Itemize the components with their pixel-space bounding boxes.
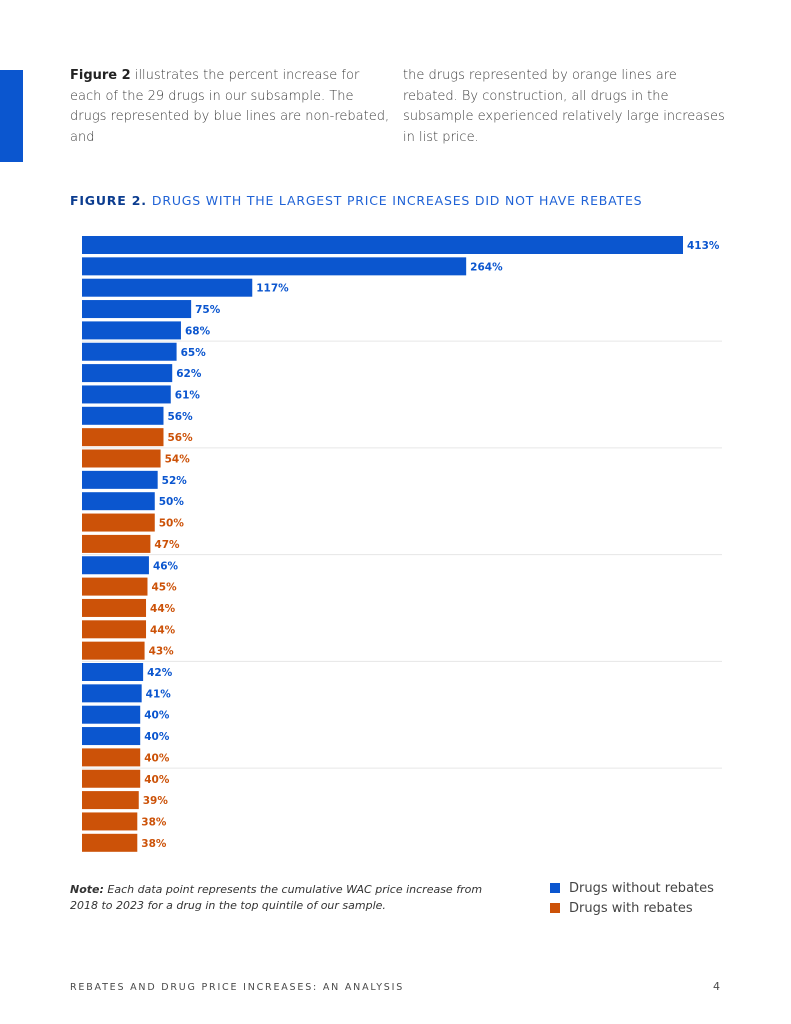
legend-label-with-rebates: Drugs with rebates	[569, 900, 693, 916]
bar-without-rebates	[82, 492, 155, 511]
bar-with-rebates	[82, 641, 145, 660]
bar-value-label: 50%	[159, 496, 185, 508]
bar-value-label: 56%	[167, 432, 193, 444]
bar-value-label: 42%	[147, 667, 173, 679]
bar-without-rebates	[82, 278, 253, 297]
bar-value-label: 40%	[144, 774, 170, 786]
chart-note: Note: Each data point represents the cum…	[70, 882, 490, 914]
bar-value-label: 40%	[144, 752, 170, 764]
legend-item-without-rebates: Drugs without rebates	[550, 878, 714, 898]
bar-value-label: 40%	[144, 731, 170, 743]
note-text: Each data point represents the cumulativ…	[70, 883, 483, 912]
bar-with-rebates	[82, 577, 148, 596]
bar-with-rebates	[82, 748, 141, 767]
bar-with-rebates	[82, 791, 139, 810]
bar-with-rebates	[82, 769, 141, 788]
bar-value-label: 75%	[195, 304, 221, 316]
bar-without-rebates	[82, 321, 181, 340]
bar-without-rebates	[82, 385, 171, 404]
bar-without-rebates	[82, 406, 164, 425]
bar-without-rebates	[82, 364, 173, 383]
bar-with-rebates	[82, 598, 147, 617]
bar-value-label: 41%	[146, 688, 172, 700]
figure-number: FIGURE 2.	[70, 193, 147, 208]
bar-without-rebates	[82, 470, 158, 489]
bar-value-label: 68%	[185, 325, 211, 337]
bar-without-rebates	[82, 257, 467, 276]
grid-lines	[82, 340, 722, 769]
legend-label-without-rebates: Drugs without rebates	[569, 880, 714, 896]
figure-title: FIGURE 2. DRUGS WITH THE LARGEST PRICE I…	[70, 193, 642, 208]
bar-without-rebates	[82, 342, 177, 361]
bar-value-label: 40%	[144, 710, 170, 722]
intro-paragraph-right: the drugs represented by orange lines ar…	[403, 68, 725, 145]
page-number: 4	[713, 980, 720, 993]
bars	[82, 236, 683, 852]
page-footer: REBATES AND DRUG PRICE INCREASES: AN ANA…	[70, 982, 405, 993]
bar-value-label: 44%	[150, 624, 176, 636]
bar-value-label: 264%	[470, 261, 503, 273]
figure-title-text: DRUGS WITH THE LARGEST PRICE INCREASES D…	[151, 193, 643, 208]
bar-without-rebates	[82, 705, 141, 724]
legend-swatch-blue	[550, 883, 560, 893]
bar-value-label: 65%	[181, 347, 207, 359]
bar-with-rebates	[82, 812, 138, 831]
bar-value-label: 46%	[153, 560, 179, 572]
bar-with-rebates	[82, 620, 147, 639]
bar-value-label: 117%	[256, 283, 289, 295]
bar-value-label: 50%	[159, 518, 185, 530]
bar-value-label: 38%	[141, 816, 167, 828]
bar-without-rebates	[82, 684, 142, 703]
note-label: Note:	[70, 883, 104, 896]
bar-value-label: 43%	[149, 646, 175, 658]
bar-with-rebates	[82, 833, 138, 852]
data-labels: 413% 264% 117% 75% 68% 65% 62% 61% 56% 56% 54% 52% 5…	[141, 240, 720, 850]
legend-swatch-orange	[550, 903, 560, 913]
bar-value-label: 44%	[150, 603, 176, 615]
bar-with-rebates	[82, 513, 155, 532]
bar-without-rebates	[82, 727, 141, 746]
bar-value-label: 413%	[687, 240, 720, 252]
bar-value-label: 45%	[151, 582, 177, 594]
bar-chart: 413% 264% 117% 75% 68% 65% 62% 61% 56% 56% 54% 52% 5…	[82, 236, 722, 852]
intro-paragraph-left: Figure 2 illustrates the percent increas…	[70, 66, 390, 148]
bar-value-label: 47%	[154, 539, 180, 551]
bar-without-rebates	[82, 663, 144, 681]
bar-value-label: 61%	[175, 389, 201, 401]
bar-value-label: 54%	[165, 454, 191, 466]
bar-value-label: 38%	[141, 838, 167, 850]
bar-with-rebates	[82, 449, 161, 468]
bar-with-rebates	[82, 428, 164, 447]
bar-value-label: 52%	[162, 475, 188, 487]
figure-reference: Figure 2	[70, 68, 131, 83]
bar-with-rebates	[82, 534, 151, 553]
side-accent-bar	[0, 70, 23, 162]
bar-value-label: 39%	[143, 795, 169, 807]
legend-item-with-rebates: Drugs with rebates	[550, 898, 714, 918]
intro-left-text: illustrates the percent increase for eac…	[70, 68, 390, 145]
chart-legend: Drugs without rebates Drugs with rebates	[550, 878, 714, 918]
bar-without-rebates	[82, 236, 683, 254]
bar-without-rebates	[82, 300, 192, 319]
bar-value-label: 56%	[167, 411, 193, 423]
bar-value-label: 62%	[176, 368, 202, 380]
bar-without-rebates	[82, 556, 149, 575]
